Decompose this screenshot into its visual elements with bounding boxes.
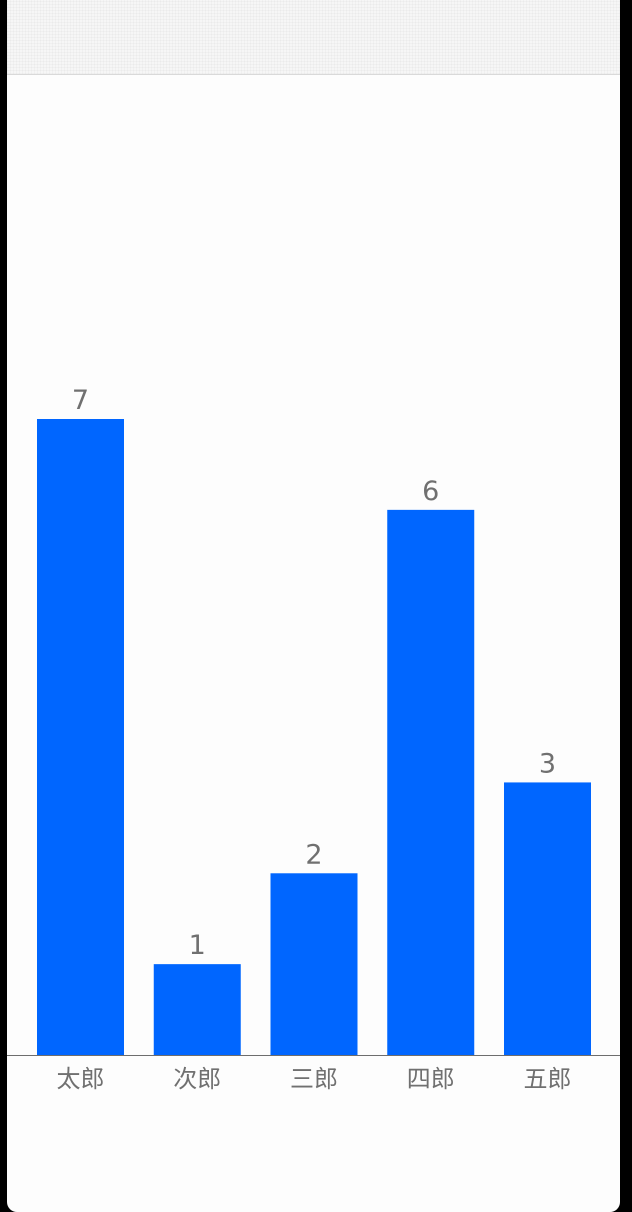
value-label-4: 3 (539, 748, 556, 779)
category-label-1: 次郎 (173, 1065, 221, 1093)
bars-group (37, 419, 591, 1055)
category-label-2: 三郎 (290, 1065, 338, 1093)
bar-2 (270, 873, 358, 1055)
bar-chart: 7 1 2 6 3 太郎 次郎 三郎 四郎 五郎 (7, 385, 620, 1093)
category-labels-group: 太郎 次郎 三郎 四郎 五郎 (57, 1065, 572, 1093)
value-labels-group: 7 1 2 6 3 (72, 385, 556, 961)
bar-1 (153, 964, 241, 1055)
category-label-3: 四郎 (407, 1065, 455, 1093)
category-label-4: 五郎 (524, 1065, 572, 1093)
navigation-bar (7, 0, 620, 75)
bar-3 (387, 509, 475, 1055)
value-label-1: 1 (189, 930, 206, 961)
bar-4 (504, 782, 591, 1055)
bar-0 (37, 419, 124, 1055)
screen: 7 1 2 6 3 太郎 次郎 三郎 四郎 五郎 (7, 0, 620, 1212)
value-label-2: 2 (305, 839, 322, 870)
category-label-0: 太郎 (57, 1065, 105, 1093)
value-label-0: 7 (72, 385, 89, 416)
value-label-3: 6 (422, 476, 439, 507)
